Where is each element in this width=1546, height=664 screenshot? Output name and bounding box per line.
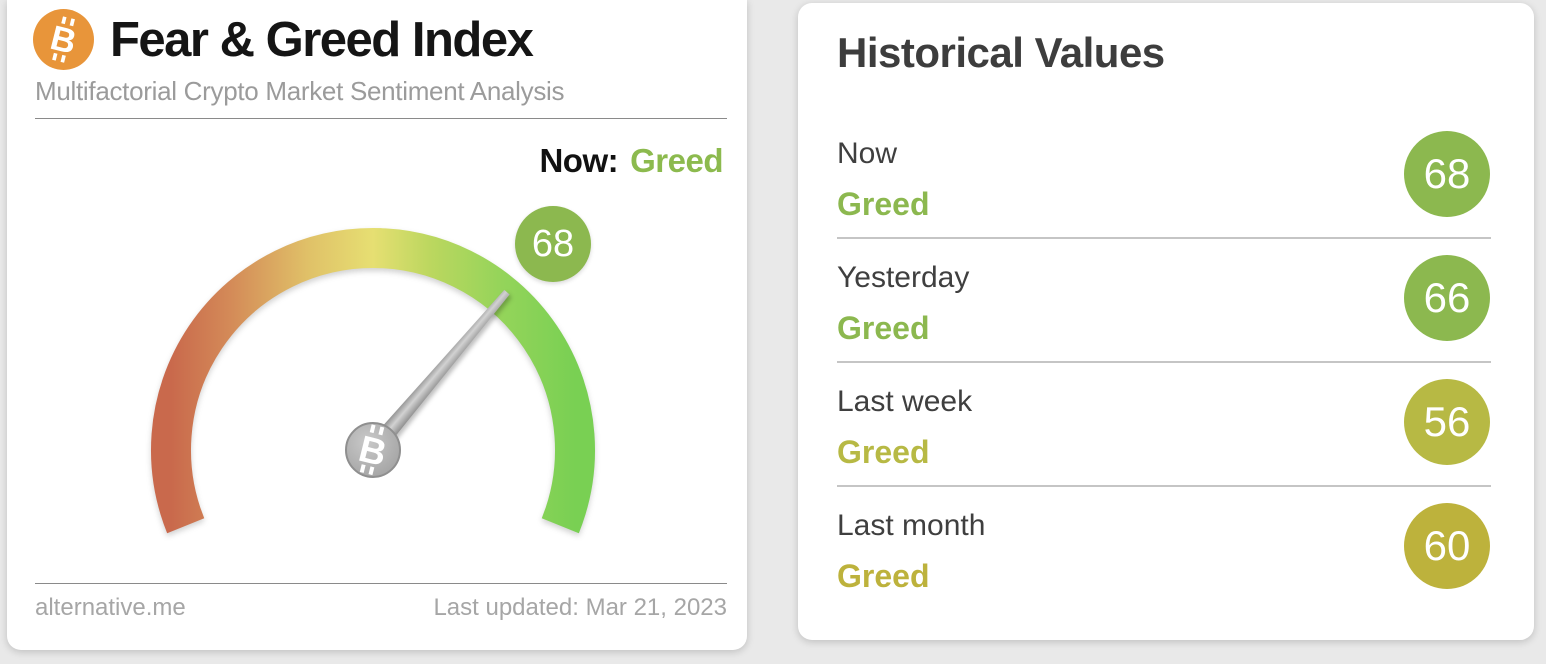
page-title: Fear & Greed Index	[110, 13, 534, 67]
historical-row: Yesterday Greed 66	[837, 255, 1491, 347]
last-updated: Last updated: Mar 21, 2023	[433, 594, 727, 621]
divider	[837, 485, 1491, 487]
historical-row: Now Greed 68	[837, 131, 1491, 223]
historical-title: Historical Values	[837, 29, 1165, 76]
divider	[35, 118, 727, 119]
now-label: Now:	[539, 142, 619, 179]
value-badge: 66	[1404, 255, 1490, 341]
classification-label: Greed	[837, 310, 930, 346]
fear-greed-card: B Fear & Greed Index Multifactorial Cryp…	[7, 0, 747, 650]
divider	[837, 237, 1491, 239]
bitcoin-logo-icon: B	[33, 9, 94, 70]
period-label: Last week	[837, 385, 973, 418]
divider	[35, 583, 727, 584]
gauge-value-badge: 68	[515, 206, 591, 282]
classification-label: Greed	[837, 186, 930, 222]
card-subtitle: Multifactorial Crypto Market Sentiment A…	[35, 76, 565, 106]
period-label: Yesterday	[837, 261, 970, 294]
value-badge: 60	[1404, 503, 1490, 589]
value-badge: 68	[1404, 131, 1490, 217]
classification-label: Greed	[837, 558, 930, 594]
divider	[837, 361, 1491, 363]
gauge-hub: B	[345, 422, 401, 478]
gauge-needle	[359, 289, 510, 464]
value-badge: 56	[1404, 379, 1490, 465]
classification-label: Greed	[837, 434, 930, 470]
historical-row: Last month Greed 60	[837, 503, 1491, 595]
period-label: Last month	[837, 509, 986, 542]
historical-values-card: Historical Values Now Greed 68 Yesterday…	[798, 3, 1534, 640]
now-classification: Greed	[630, 142, 723, 179]
historical-row: Last week Greed 56	[837, 379, 1491, 471]
now-status: Now: Greed	[539, 142, 723, 180]
card-footer: alternative.me Last updated: Mar 21, 202…	[35, 594, 727, 622]
period-label: Now	[837, 137, 898, 170]
gauge: B	[151, 228, 595, 534]
gauge-arc	[151, 228, 595, 534]
source-link[interactable]: alternative.me	[35, 594, 186, 621]
